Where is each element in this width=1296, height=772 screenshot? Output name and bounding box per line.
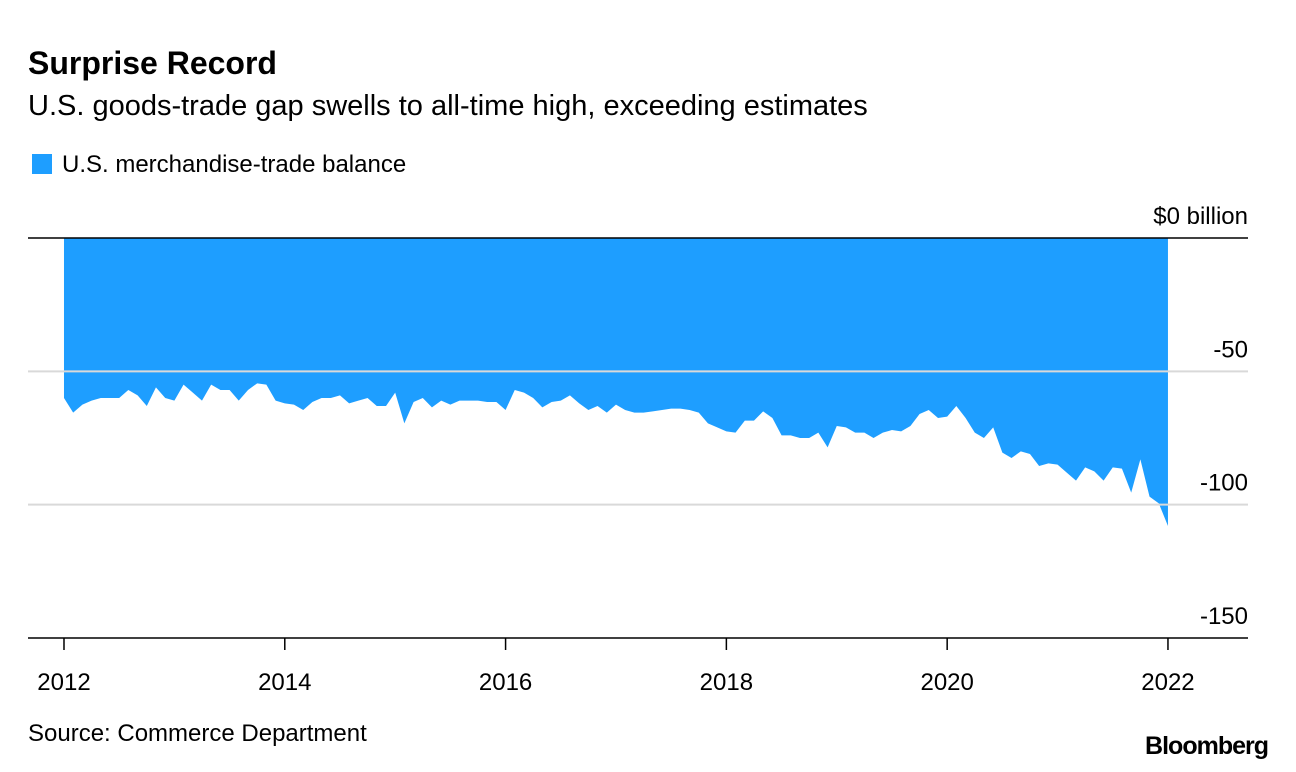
y-tick-label: -50 [1213, 336, 1248, 363]
x-tick-label: 2018 [700, 669, 753, 696]
x-tick-label: 2022 [1141, 669, 1194, 696]
legend-label: U.S. merchandise-trade balance [62, 151, 406, 178]
y-tick-label: -150 [1200, 603, 1248, 630]
x-tick-label: 2016 [479, 669, 532, 696]
y-tick-label: $0 billion [1153, 203, 1248, 230]
area [63, 238, 1168, 526]
chart-subtitle: U.S. goods-trade gap swells to all-time … [28, 90, 868, 122]
x-tick-label: 2012 [37, 669, 90, 696]
y-tick-label: -100 [1200, 470, 1248, 497]
brand: Bloomberg [1145, 732, 1268, 760]
chart-title: Surprise Record [28, 45, 277, 81]
x-tick-label: 2020 [920, 669, 973, 696]
legend-swatch [32, 154, 52, 174]
x-tick-label: 2014 [258, 669, 311, 696]
source: Source: Commerce Department [28, 720, 367, 747]
